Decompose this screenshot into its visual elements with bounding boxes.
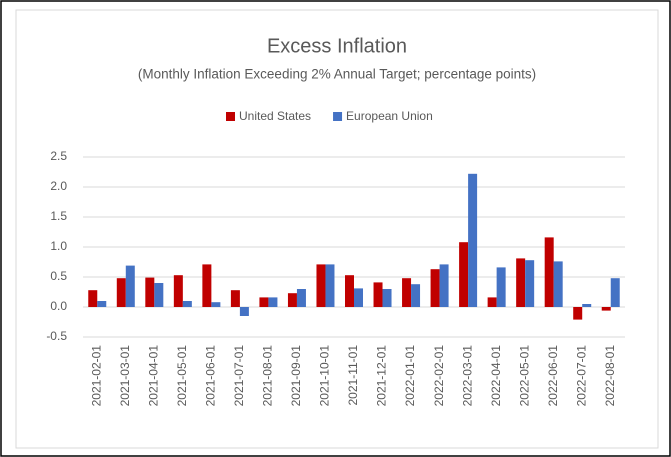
bar xyxy=(182,301,192,307)
x-tick-label: 2022-05-01 xyxy=(517,345,531,407)
bar xyxy=(439,264,449,307)
x-tick-label: 2022-02-01 xyxy=(432,345,446,407)
x-tick-label: 2022-08-01 xyxy=(603,345,617,407)
bar xyxy=(211,302,221,307)
x-tick-label: 2021-09-01 xyxy=(289,345,303,407)
x-tick-label: 2021-06-01 xyxy=(204,345,218,407)
legend-label: European Union xyxy=(346,109,433,123)
bar xyxy=(582,304,592,307)
x-tick-label: 2021-02-01 xyxy=(89,345,103,407)
y-tick-label: 0.5 xyxy=(50,269,67,283)
bar xyxy=(173,275,183,307)
bar xyxy=(468,173,478,307)
chart-title: Excess Inflation xyxy=(267,35,407,57)
bar xyxy=(345,275,354,307)
x-tick-label: 2021-12-01 xyxy=(375,345,389,407)
x-tick-label: 2022-01-01 xyxy=(403,345,417,407)
y-tick-label: 1.0 xyxy=(50,239,67,253)
bar xyxy=(382,289,392,307)
bar xyxy=(544,237,554,307)
x-tick-label: 2021-11-01 xyxy=(346,345,360,406)
bar xyxy=(610,278,620,307)
x-tick-label: 2021-03-01 xyxy=(118,345,132,407)
chart-frame xyxy=(15,9,659,449)
y-tick-label: 0.0 xyxy=(50,299,67,313)
bar xyxy=(525,260,535,307)
bar xyxy=(296,289,306,307)
bar xyxy=(145,277,155,307)
bar xyxy=(601,307,611,311)
bar xyxy=(373,282,383,307)
bar xyxy=(239,307,249,316)
legend-swatch xyxy=(226,112,235,121)
x-tick-label: 2021-07-01 xyxy=(232,345,246,407)
bar xyxy=(287,293,297,307)
bar xyxy=(316,264,326,307)
bar xyxy=(487,297,497,307)
y-tick-label: 1.5 xyxy=(50,209,67,223)
bar xyxy=(202,264,212,307)
bar xyxy=(516,258,526,307)
legend-label: United States xyxy=(239,109,311,123)
x-tick-label: 2021-08-01 xyxy=(261,345,275,407)
bar xyxy=(125,265,135,307)
legend-swatch xyxy=(333,112,343,121)
bar xyxy=(573,307,583,320)
y-tick-label: 2.0 xyxy=(50,179,67,193)
bar xyxy=(116,278,126,307)
bar xyxy=(259,297,269,307)
x-tick-label: 2021-10-01 xyxy=(318,345,332,407)
bar xyxy=(496,267,506,307)
bar xyxy=(553,261,563,307)
x-tick-label: 2022-03-01 xyxy=(460,345,474,407)
bar xyxy=(354,288,363,307)
bar xyxy=(88,290,98,307)
x-tick-label: 2022-04-01 xyxy=(489,345,503,407)
bar xyxy=(411,284,421,307)
bar xyxy=(325,264,335,307)
y-tick-label: -0.5 xyxy=(46,329,67,343)
x-tick-label: 2022-06-01 xyxy=(546,345,560,407)
bar xyxy=(268,297,278,307)
y-tick-label: 2.5 xyxy=(50,149,67,163)
chart-subtitle: (Monthly Inflation Exceeding 2% Annual T… xyxy=(138,67,536,82)
bar xyxy=(230,290,240,307)
bar xyxy=(430,269,440,307)
x-tick-label: 2021-04-01 xyxy=(146,345,160,407)
bar xyxy=(402,278,412,307)
bar xyxy=(459,242,469,307)
bar xyxy=(97,301,107,307)
x-tick-label: 2022-07-01 xyxy=(574,345,588,407)
bar xyxy=(154,283,164,307)
x-tick-label: 2021-05-01 xyxy=(175,345,189,407)
